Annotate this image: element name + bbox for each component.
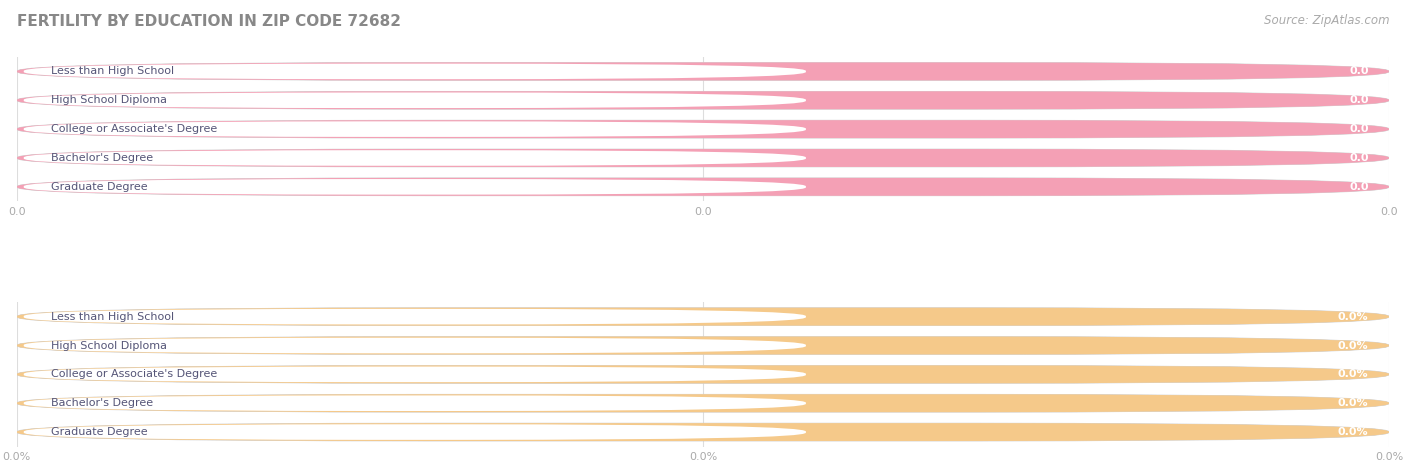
Text: 0.0%: 0.0% [1339, 427, 1368, 437]
Text: 0.0%: 0.0% [1339, 341, 1368, 351]
FancyBboxPatch shape [24, 121, 806, 137]
Text: High School Diploma: High School Diploma [51, 341, 167, 351]
Text: 0.0%: 0.0% [1339, 398, 1368, 408]
FancyBboxPatch shape [17, 365, 1389, 383]
Text: 0.0: 0.0 [1348, 182, 1368, 192]
Text: Source: ZipAtlas.com: Source: ZipAtlas.com [1264, 14, 1389, 27]
FancyBboxPatch shape [17, 149, 1389, 167]
FancyBboxPatch shape [17, 308, 1389, 325]
Text: FERTILITY BY EDUCATION IN ZIP CODE 72682: FERTILITY BY EDUCATION IN ZIP CODE 72682 [17, 14, 401, 29]
FancyBboxPatch shape [24, 179, 806, 195]
FancyBboxPatch shape [17, 394, 1389, 412]
FancyBboxPatch shape [24, 64, 806, 79]
Text: 0.0%: 0.0% [1339, 312, 1368, 322]
FancyBboxPatch shape [17, 394, 1389, 412]
Text: 0.0: 0.0 [1348, 66, 1368, 76]
FancyBboxPatch shape [17, 120, 1389, 138]
Text: Graduate Degree: Graduate Degree [51, 182, 148, 192]
FancyBboxPatch shape [24, 93, 806, 108]
Text: Graduate Degree: Graduate Degree [51, 427, 148, 437]
FancyBboxPatch shape [17, 63, 1389, 80]
Text: 0.0: 0.0 [1348, 153, 1368, 163]
FancyBboxPatch shape [24, 424, 806, 440]
Text: Less than High School: Less than High School [51, 66, 174, 76]
FancyBboxPatch shape [24, 150, 806, 166]
FancyBboxPatch shape [17, 120, 1389, 138]
FancyBboxPatch shape [17, 178, 1389, 196]
Text: 0.0: 0.0 [1348, 95, 1368, 105]
Text: 0.0: 0.0 [1348, 124, 1368, 134]
FancyBboxPatch shape [17, 337, 1389, 354]
FancyBboxPatch shape [17, 365, 1389, 383]
FancyBboxPatch shape [17, 308, 1389, 325]
Text: College or Associate's Degree: College or Associate's Degree [51, 370, 218, 380]
FancyBboxPatch shape [17, 63, 1389, 80]
Text: High School Diploma: High School Diploma [51, 95, 167, 105]
FancyBboxPatch shape [24, 309, 806, 324]
FancyBboxPatch shape [17, 423, 1389, 441]
FancyBboxPatch shape [17, 91, 1389, 109]
FancyBboxPatch shape [24, 367, 806, 382]
Text: Less than High School: Less than High School [51, 312, 174, 322]
Text: 0.0%: 0.0% [1339, 370, 1368, 380]
Text: Bachelor's Degree: Bachelor's Degree [51, 153, 153, 163]
FancyBboxPatch shape [17, 178, 1389, 196]
FancyBboxPatch shape [24, 338, 806, 353]
FancyBboxPatch shape [17, 149, 1389, 167]
FancyBboxPatch shape [17, 91, 1389, 109]
Text: Bachelor's Degree: Bachelor's Degree [51, 398, 153, 408]
FancyBboxPatch shape [17, 337, 1389, 354]
FancyBboxPatch shape [24, 395, 806, 411]
Text: College or Associate's Degree: College or Associate's Degree [51, 124, 218, 134]
FancyBboxPatch shape [17, 423, 1389, 441]
